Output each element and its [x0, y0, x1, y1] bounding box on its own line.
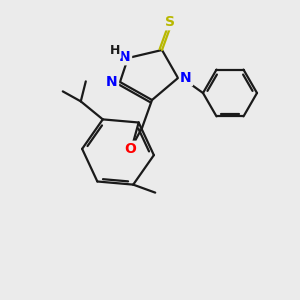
Text: H: H	[110, 44, 120, 58]
Text: S: S	[165, 15, 175, 29]
Text: N: N	[106, 75, 118, 89]
Text: O: O	[124, 142, 136, 156]
Text: N: N	[180, 71, 192, 85]
Text: N: N	[119, 50, 131, 64]
